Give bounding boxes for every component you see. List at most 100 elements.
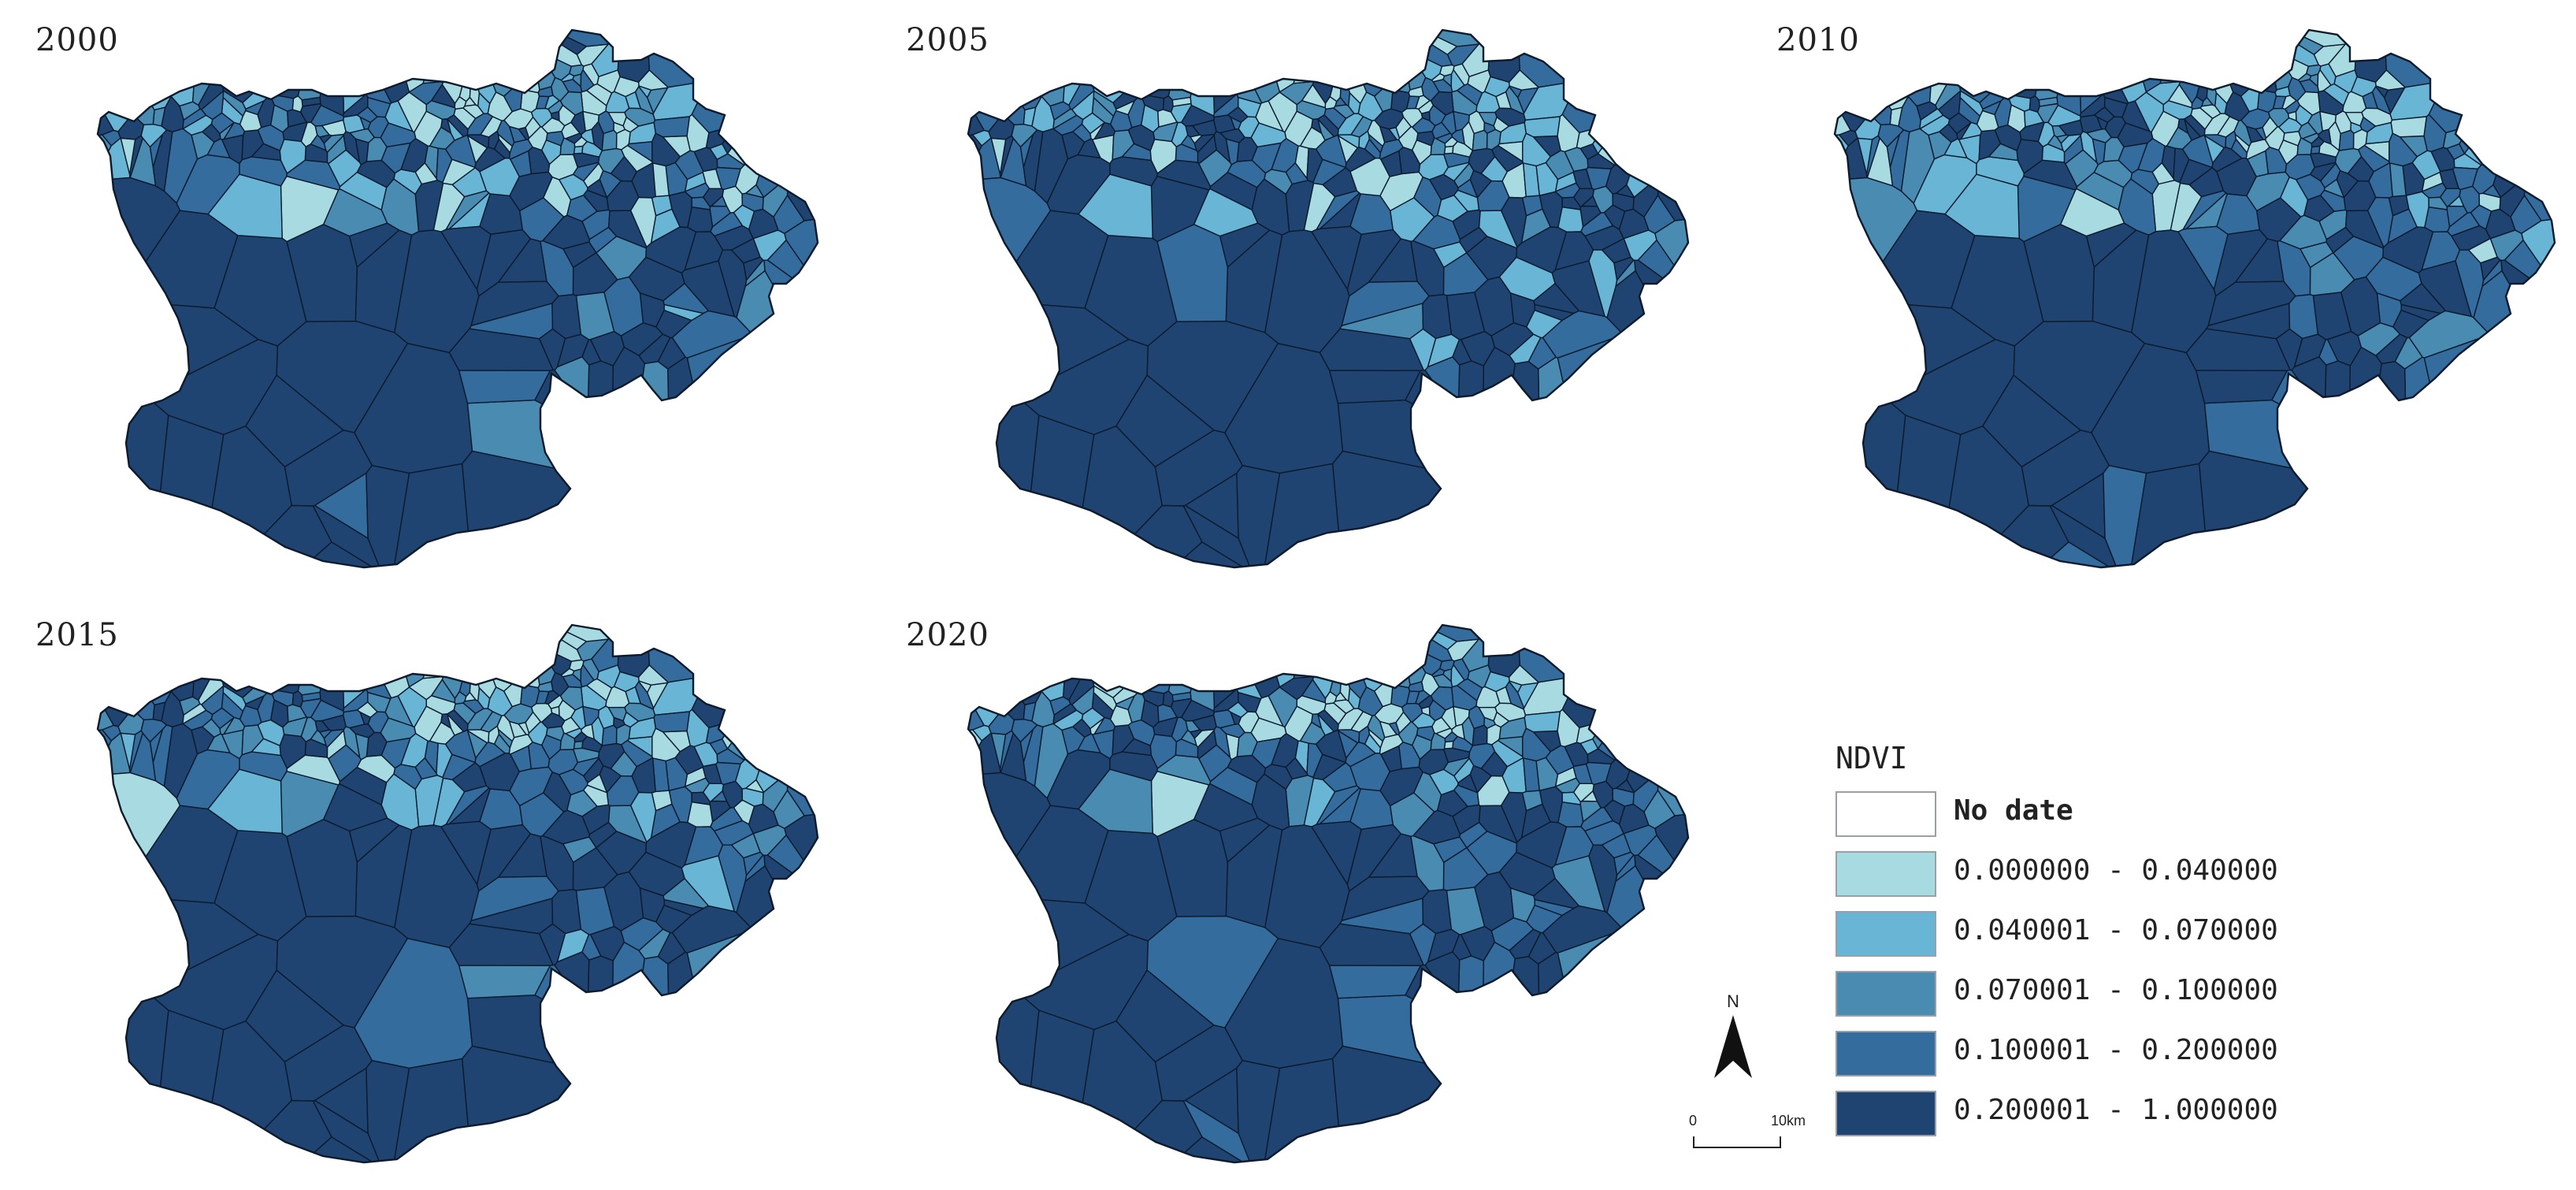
district-polygon [1657, 73, 1688, 221]
district-polygon [2093, 106, 2115, 124]
district-polygon [1472, 724, 1488, 746]
district-polygon [1441, 705, 1457, 731]
district-polygon [2016, 139, 2044, 175]
map-panel-2005: 2005 [859, 0, 1717, 583]
district-polygon [1285, 162, 1309, 185]
district-polygon [2481, 184, 2502, 199]
district-polygon [2000, 30, 2051, 99]
district-polygon [2403, 356, 2477, 567]
district-polygon [2523, 73, 2555, 221]
district-polygon [1853, 52, 1892, 126]
district-polygon [2056, 30, 2082, 117]
district-polygon [527, 125, 548, 151]
district-polygon [207, 173, 283, 240]
district-polygon [587, 955, 614, 1054]
district-polygon [1626, 715, 1680, 794]
district-polygon [470, 625, 520, 692]
district-polygon [1483, 671, 1510, 693]
district-polygon [1843, 30, 1909, 111]
district-polygon [1340, 30, 1390, 97]
district-polygon [968, 80, 985, 137]
district-polygon [276, 320, 409, 433]
district-polygon [1109, 110, 1133, 132]
district-polygon [397, 91, 427, 133]
district-polygon [461, 1045, 725, 1162]
district-polygon [2390, 116, 2428, 138]
district-polygon [2470, 204, 2492, 230]
scale-bar: 0 10km [1686, 1113, 1806, 1160]
district-polygon [622, 711, 640, 728]
district-polygon [2013, 320, 2146, 433]
district-polygon [451, 761, 488, 793]
district-polygon [2037, 121, 2055, 148]
district-polygon [1409, 923, 1437, 966]
district-polygon [207, 768, 283, 835]
district-polygon [1524, 711, 1561, 733]
district-polygon [1487, 625, 1521, 679]
district-polygon [98, 30, 133, 132]
district-polygon [297, 625, 335, 696]
district-polygon [1551, 855, 1606, 913]
district-polygon [514, 30, 540, 94]
district-polygon [1156, 224, 1229, 322]
district-polygon [1322, 761, 1358, 793]
district-polygon [2405, 191, 2429, 229]
district-polygon [508, 139, 533, 160]
district-polygon [1490, 739, 1524, 768]
district-polygon [286, 224, 358, 322]
district-polygon [744, 779, 765, 794]
district-polygon [98, 80, 115, 137]
district-polygon [1634, 854, 1688, 991]
district-polygon [200, 684, 225, 716]
district-polygon [646, 625, 778, 683]
district-polygon [572, 757, 599, 777]
district-polygon [1331, 1045, 1595, 1162]
district-polygon [1011, 718, 1038, 743]
district-polygon [786, 73, 818, 221]
district-polygon [1078, 768, 1153, 835]
district-polygon [1937, 89, 1962, 121]
district-polygon [442, 158, 477, 186]
district-polygon [646, 30, 778, 88]
district-polygon [1493, 116, 1510, 133]
district-polygon [1227, 106, 1249, 124]
district-polygon [312, 504, 383, 567]
district-polygon [681, 260, 736, 318]
district-polygon [2408, 310, 2491, 359]
district-polygon [1472, 129, 1488, 151]
district-polygon [1401, 41, 1427, 91]
district-polygon [1337, 134, 1360, 149]
district-polygon [1149, 734, 1178, 770]
district-polygon [1877, 123, 1905, 148]
region-outline [1833, 28, 2556, 569]
north-arrow: N [1709, 991, 1757, 1086]
district-polygon [730, 833, 761, 859]
district-polygon [721, 697, 764, 750]
district-polygon [1534, 898, 1576, 917]
district-polygon [2344, 210, 2385, 249]
district-polygon [1554, 171, 1577, 193]
district-polygon [300, 121, 318, 148]
district-polygon [2288, 76, 2307, 102]
legend-label: No date [1954, 794, 2073, 827]
district-polygon [2307, 110, 2323, 136]
district-polygon [2467, 238, 2498, 264]
district-polygon [116, 52, 155, 126]
district-polygon [1236, 731, 1258, 757]
district-polygon [2276, 30, 2366, 47]
district-polygon [319, 30, 345, 117]
district-polygon [1293, 625, 1342, 679]
district-polygon [422, 30, 472, 84]
district-polygon [599, 764, 622, 794]
district-polygon [1551, 260, 1606, 318]
legend-swatch [1835, 851, 1936, 897]
legend-title: NDVI [1835, 741, 1908, 775]
district-polygon [1493, 711, 1510, 728]
district-polygon [2400, 303, 2442, 322]
district-polygon [1312, 753, 1347, 781]
district-polygon [106, 625, 172, 706]
district-polygon [1453, 784, 1480, 807]
district-polygon [2207, 30, 2257, 97]
district-polygon [470, 876, 559, 922]
region-outline [96, 28, 819, 569]
